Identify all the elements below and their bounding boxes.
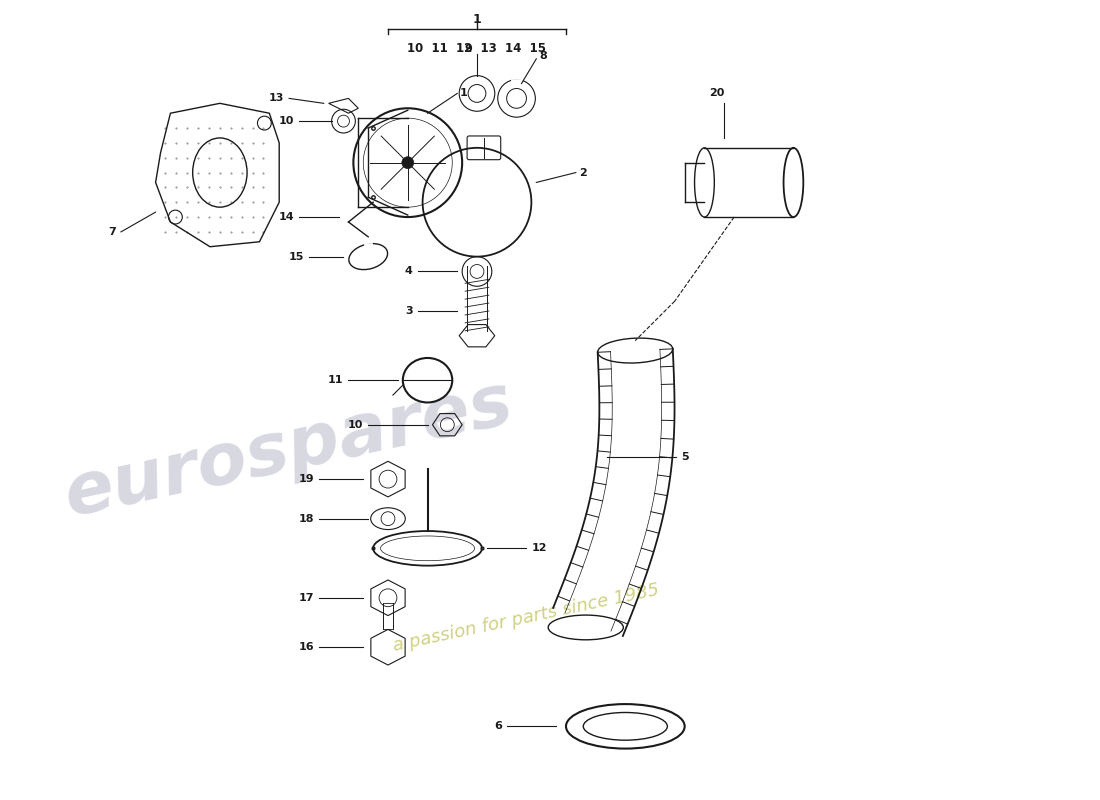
Text: 17: 17 (298, 593, 314, 602)
Text: 1: 1 (460, 89, 467, 98)
Text: 19: 19 (298, 474, 314, 484)
Text: 8: 8 (539, 51, 547, 61)
Text: 6: 6 (494, 722, 502, 731)
Text: 20: 20 (710, 89, 725, 98)
Text: eurospares: eurospares (58, 368, 519, 530)
Text: 1: 1 (473, 13, 482, 26)
Text: 2: 2 (579, 167, 586, 178)
Text: 7: 7 (108, 227, 115, 237)
Text: 10: 10 (348, 420, 363, 430)
Text: 11: 11 (328, 375, 343, 386)
Text: 9: 9 (464, 44, 472, 54)
Text: 14: 14 (278, 212, 294, 222)
Text: a passion for parts since 1985: a passion for parts since 1985 (392, 581, 661, 654)
Circle shape (402, 157, 414, 169)
Text: 3: 3 (405, 306, 412, 316)
Text: 12: 12 (531, 543, 547, 554)
Text: 15: 15 (288, 252, 304, 262)
Text: 4: 4 (405, 266, 412, 277)
Text: 5: 5 (681, 452, 689, 462)
Text: 10: 10 (278, 116, 294, 126)
Text: 16: 16 (298, 642, 314, 652)
Text: 10  11  12  13  14  15: 10 11 12 13 14 15 (407, 42, 547, 55)
Text: 18: 18 (298, 514, 314, 524)
Text: 13: 13 (268, 94, 284, 103)
